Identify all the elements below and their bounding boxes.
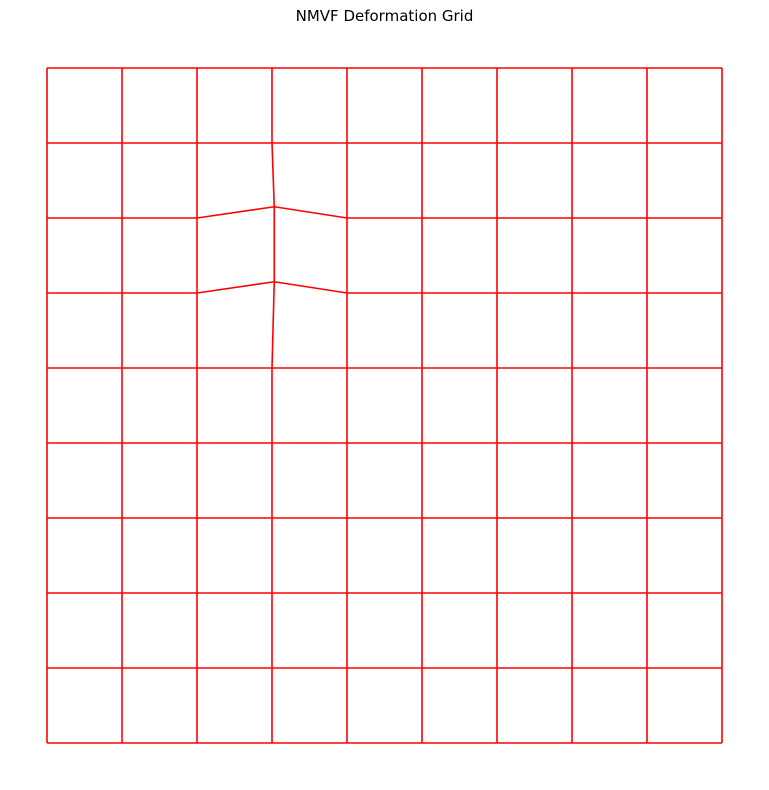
grid-row-line-2 bbox=[47, 205, 722, 219]
grid-row-line-3 bbox=[47, 280, 722, 294]
grid-column-line-3 bbox=[271, 68, 276, 743]
chart-title: NMVF Deformation Grid bbox=[295, 7, 474, 25]
grid-lines bbox=[46, 67, 723, 744]
